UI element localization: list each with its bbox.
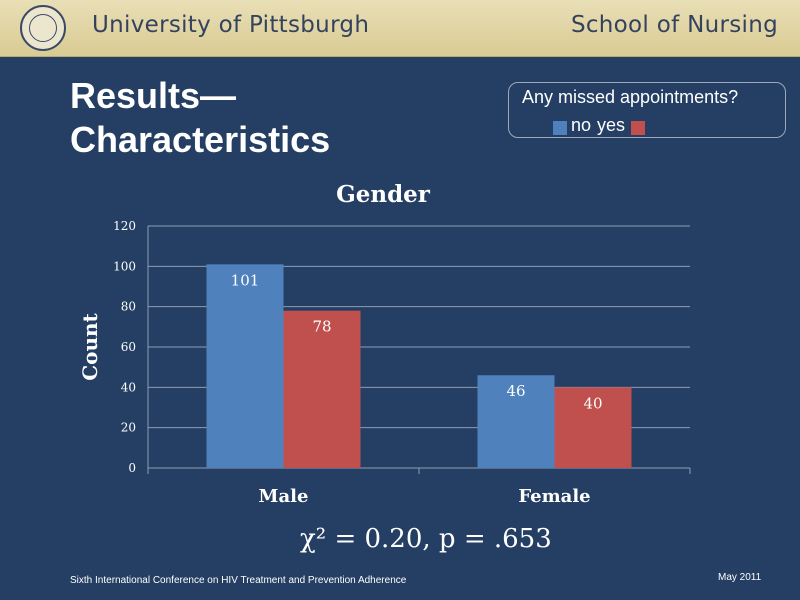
legend-swatch-yes	[631, 121, 646, 135]
data-label: 78	[312, 318, 331, 336]
legend-label-yes: yes	[597, 115, 626, 135]
chi-square-statistic: χ² = 0.20, p = .653	[300, 524, 552, 554]
data-label: 40	[583, 394, 602, 412]
legend-swatch-no	[553, 121, 567, 135]
y-axis-label: Count	[78, 312, 102, 380]
y-tick-label: 60	[121, 340, 136, 354]
data-label: 101	[231, 271, 260, 289]
slide-title: Results— Characteristics	[70, 74, 430, 162]
legend: Any missed appointments? no yes	[508, 82, 786, 138]
y-tick-label: 0	[128, 461, 136, 475]
seal-inner-ring	[29, 14, 57, 42]
bar-no-female	[477, 375, 555, 468]
bar-no-male	[206, 264, 284, 468]
footer-date: May 2011	[718, 572, 762, 583]
y-tick-label: 80	[121, 300, 136, 314]
footer-conference: Sixth International Conference on HIV Tr…	[70, 575, 407, 586]
bar-yes-female	[554, 387, 632, 468]
y-tick-label: 40	[121, 380, 136, 394]
university-name: University of Pittsburgh	[92, 12, 370, 38]
university-seal-icon	[20, 5, 66, 51]
bar-yes-male	[283, 310, 361, 468]
bar-chart: Gender 0 20 40 60 80 100 120 Count 101 78 Male 46 40 F…	[78, 181, 691, 507]
y-tick-label: 20	[121, 421, 136, 435]
x-category-label: Female	[518, 486, 590, 507]
school-name: School of Nursing	[570, 12, 778, 38]
x-category-label: Male	[259, 486, 309, 507]
legend-title: Any missed appointments?	[522, 87, 739, 107]
slide-title-line1: Results—	[70, 75, 237, 116]
data-label: 46	[506, 382, 525, 400]
chart-title: Gender	[336, 181, 431, 208]
slide-title-line2: Characteristics	[70, 119, 331, 160]
legend-row: no yes	[553, 115, 649, 136]
legend-label-no: no	[571, 115, 592, 135]
header-bar: University of Pittsburgh School of Nursi…	[0, 0, 800, 57]
y-tick-label: 120	[113, 219, 136, 233]
y-tick-label: 100	[113, 259, 136, 273]
